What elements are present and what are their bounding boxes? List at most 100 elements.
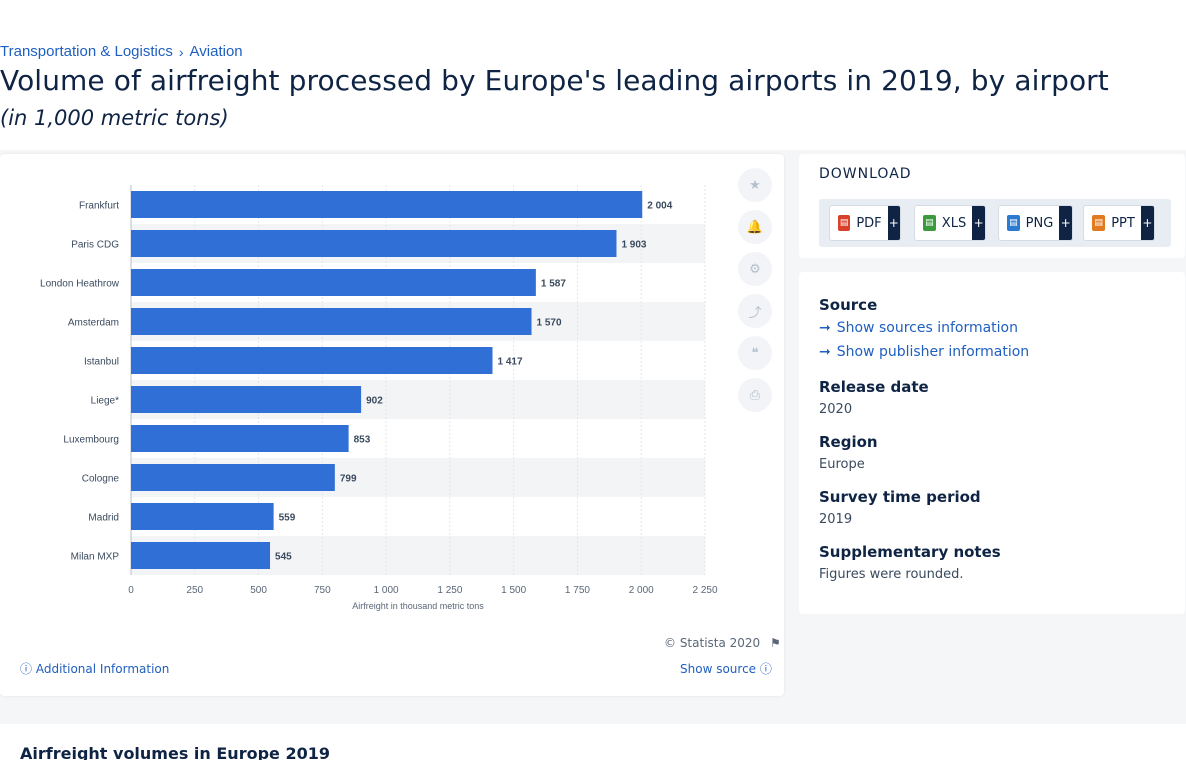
arrow-right-icon: ➞ (819, 344, 831, 360)
bar (131, 308, 532, 335)
ppt-icon: ▤ (1092, 215, 1106, 231)
copyright-text: © Statista 2020 (664, 636, 761, 650)
gear-icon[interactable]: ⚙ (738, 252, 772, 286)
chart-tools: ★ 🔔 ⚙ ⤴ ❝ ⎙ (738, 168, 772, 420)
info-icon: ⓘ (20, 662, 33, 676)
pdf-plus[interactable]: + (887, 206, 900, 240)
category-label: Milan MXP (71, 552, 120, 563)
breadcrumb-separator: › (178, 43, 184, 60)
source-heading: Source (819, 296, 878, 314)
pdf-button[interactable]: ▤ PDF + (829, 205, 901, 241)
category-label: Paris CDG (71, 240, 119, 251)
copyright: © Statista 2020 ⚑ (664, 636, 781, 650)
category-label: Cologne (82, 474, 120, 485)
bar (131, 425, 349, 452)
png-plus[interactable]: + (1059, 206, 1072, 240)
data-label: 902 (366, 396, 383, 407)
breadcrumb-aviation[interactable]: Aviation (189, 43, 243, 60)
xls-label: XLS (941, 215, 967, 231)
data-label: 799 (340, 474, 357, 485)
download-bar: ▤ PDF + ▤ XLS + ▤ PNG + ▤ PPT + (819, 199, 1171, 247)
pdf-label: PDF (856, 215, 882, 231)
category-label: Madrid (88, 513, 119, 524)
notes-heading: Supplementary notes (819, 543, 1001, 561)
release-value: 2020 (819, 402, 853, 417)
print-icon[interactable]: ⎙ (738, 378, 772, 412)
quote-icon[interactable]: ❝ (738, 336, 772, 370)
x-axis-label: Airfreight in thousand metric tons (352, 601, 484, 611)
bar-chart: 0 250 500 750 1 000 1 250 1 500 1 750 2 000 2 250… (40, 185, 718, 611)
xls-button[interactable]: ▤ XLS + (914, 205, 986, 241)
show-sources-label: Show sources information (836, 320, 1018, 336)
category-label: Luxembourg (63, 435, 119, 446)
info-icon: ⓘ (759, 662, 772, 676)
share-icon[interactable]: ⤴ (738, 294, 772, 328)
data-label: 853 (354, 435, 371, 446)
header-area (0, 0, 1186, 150)
data-label: 559 (279, 513, 296, 524)
bar (131, 230, 617, 257)
bar (131, 386, 362, 413)
region-heading: Region (819, 433, 878, 451)
category-label: Amsterdam (68, 318, 119, 329)
bell-icon[interactable]: 🔔 (738, 210, 772, 244)
category-label: Istanbul (84, 357, 119, 368)
survey-value: 2019 (819, 512, 853, 527)
download-card: DOWNLOAD ▤ PDF + ▤ XLS + ▤ PNG + ▤ PPT + (799, 154, 1185, 258)
release-heading: Release date (819, 378, 929, 396)
chart-card: 0 250 500 750 1 000 1 250 1 500 1 750 2 000 2 250… (0, 154, 784, 696)
category-label: London Heathrow (40, 279, 120, 290)
x-tick-label: 1 750 (565, 585, 590, 596)
metadata-card: Source ➞ Show sources information ➞ Show… (799, 272, 1185, 614)
bar (131, 347, 493, 374)
breadcrumb: Transportation & Logistics › Aviation (0, 43, 243, 60)
x-tick-label: 1 000 (374, 585, 399, 596)
ppt-label: PPT (1111, 215, 1135, 231)
flag-icon[interactable]: ⚑ (770, 636, 781, 650)
pdf-icon: ▤ (838, 215, 851, 231)
data-label: 2 004 (647, 201, 672, 212)
bar (131, 191, 643, 218)
x-tick-label: 250 (186, 585, 203, 596)
bar (131, 542, 271, 569)
data-label: 1 570 (537, 318, 562, 329)
category-label: Frankfurt (79, 201, 119, 212)
xls-plus[interactable]: + (972, 206, 985, 240)
x-tick-label: 0 (128, 585, 134, 596)
show-sources-link[interactable]: ➞ Show sources information (819, 320, 1018, 336)
x-tick-label: 1 250 (437, 585, 462, 596)
data-label: 545 (275, 552, 292, 563)
notes-value: Figures were rounded. (819, 567, 964, 582)
png-button[interactable]: ▤ PNG + (998, 205, 1073, 241)
show-source-label: Show source (680, 662, 757, 676)
bar (131, 503, 274, 530)
data-label: 1 587 (541, 279, 566, 290)
ppt-button[interactable]: ▤ PPT + (1083, 205, 1155, 241)
show-source-link[interactable]: Show source ⓘ (680, 660, 772, 677)
page-subtitle: (in 1,000 metric tons) (0, 106, 229, 130)
x-tick-label: 2 000 (629, 585, 654, 596)
section-title: Airfreight volumes in Europe 2019 (20, 744, 330, 760)
survey-heading: Survey time period (819, 488, 981, 506)
bottom-card (0, 724, 1186, 760)
show-publisher-link[interactable]: ➞ Show publisher information (819, 344, 1029, 360)
arrow-right-icon: ➞ (819, 320, 831, 336)
x-tick-label: 750 (314, 585, 331, 596)
data-label: 1 903 (621, 240, 646, 251)
download-title: DOWNLOAD (819, 166, 912, 182)
additional-info-link[interactable]: ⓘ Additional Information (20, 660, 169, 677)
ppt-plus[interactable]: + (1140, 206, 1154, 240)
x-tick-label: 2 250 (692, 585, 717, 596)
data-label: 1 417 (497, 357, 522, 368)
png-icon: ▤ (1007, 215, 1020, 231)
bar (131, 269, 536, 296)
page-title: Volume of airfreight processed by Europe… (0, 64, 1109, 97)
xls-icon: ▤ (923, 215, 936, 231)
category-label: Liege* (91, 396, 119, 407)
bar (131, 464, 335, 491)
breadcrumb-transportation[interactable]: Transportation & Logistics (0, 43, 173, 60)
star-icon[interactable]: ★ (738, 168, 772, 202)
show-publisher-label: Show publisher information (836, 344, 1030, 360)
additional-info-label: Additional Information (35, 662, 170, 676)
region-value: Europe (819, 457, 865, 472)
